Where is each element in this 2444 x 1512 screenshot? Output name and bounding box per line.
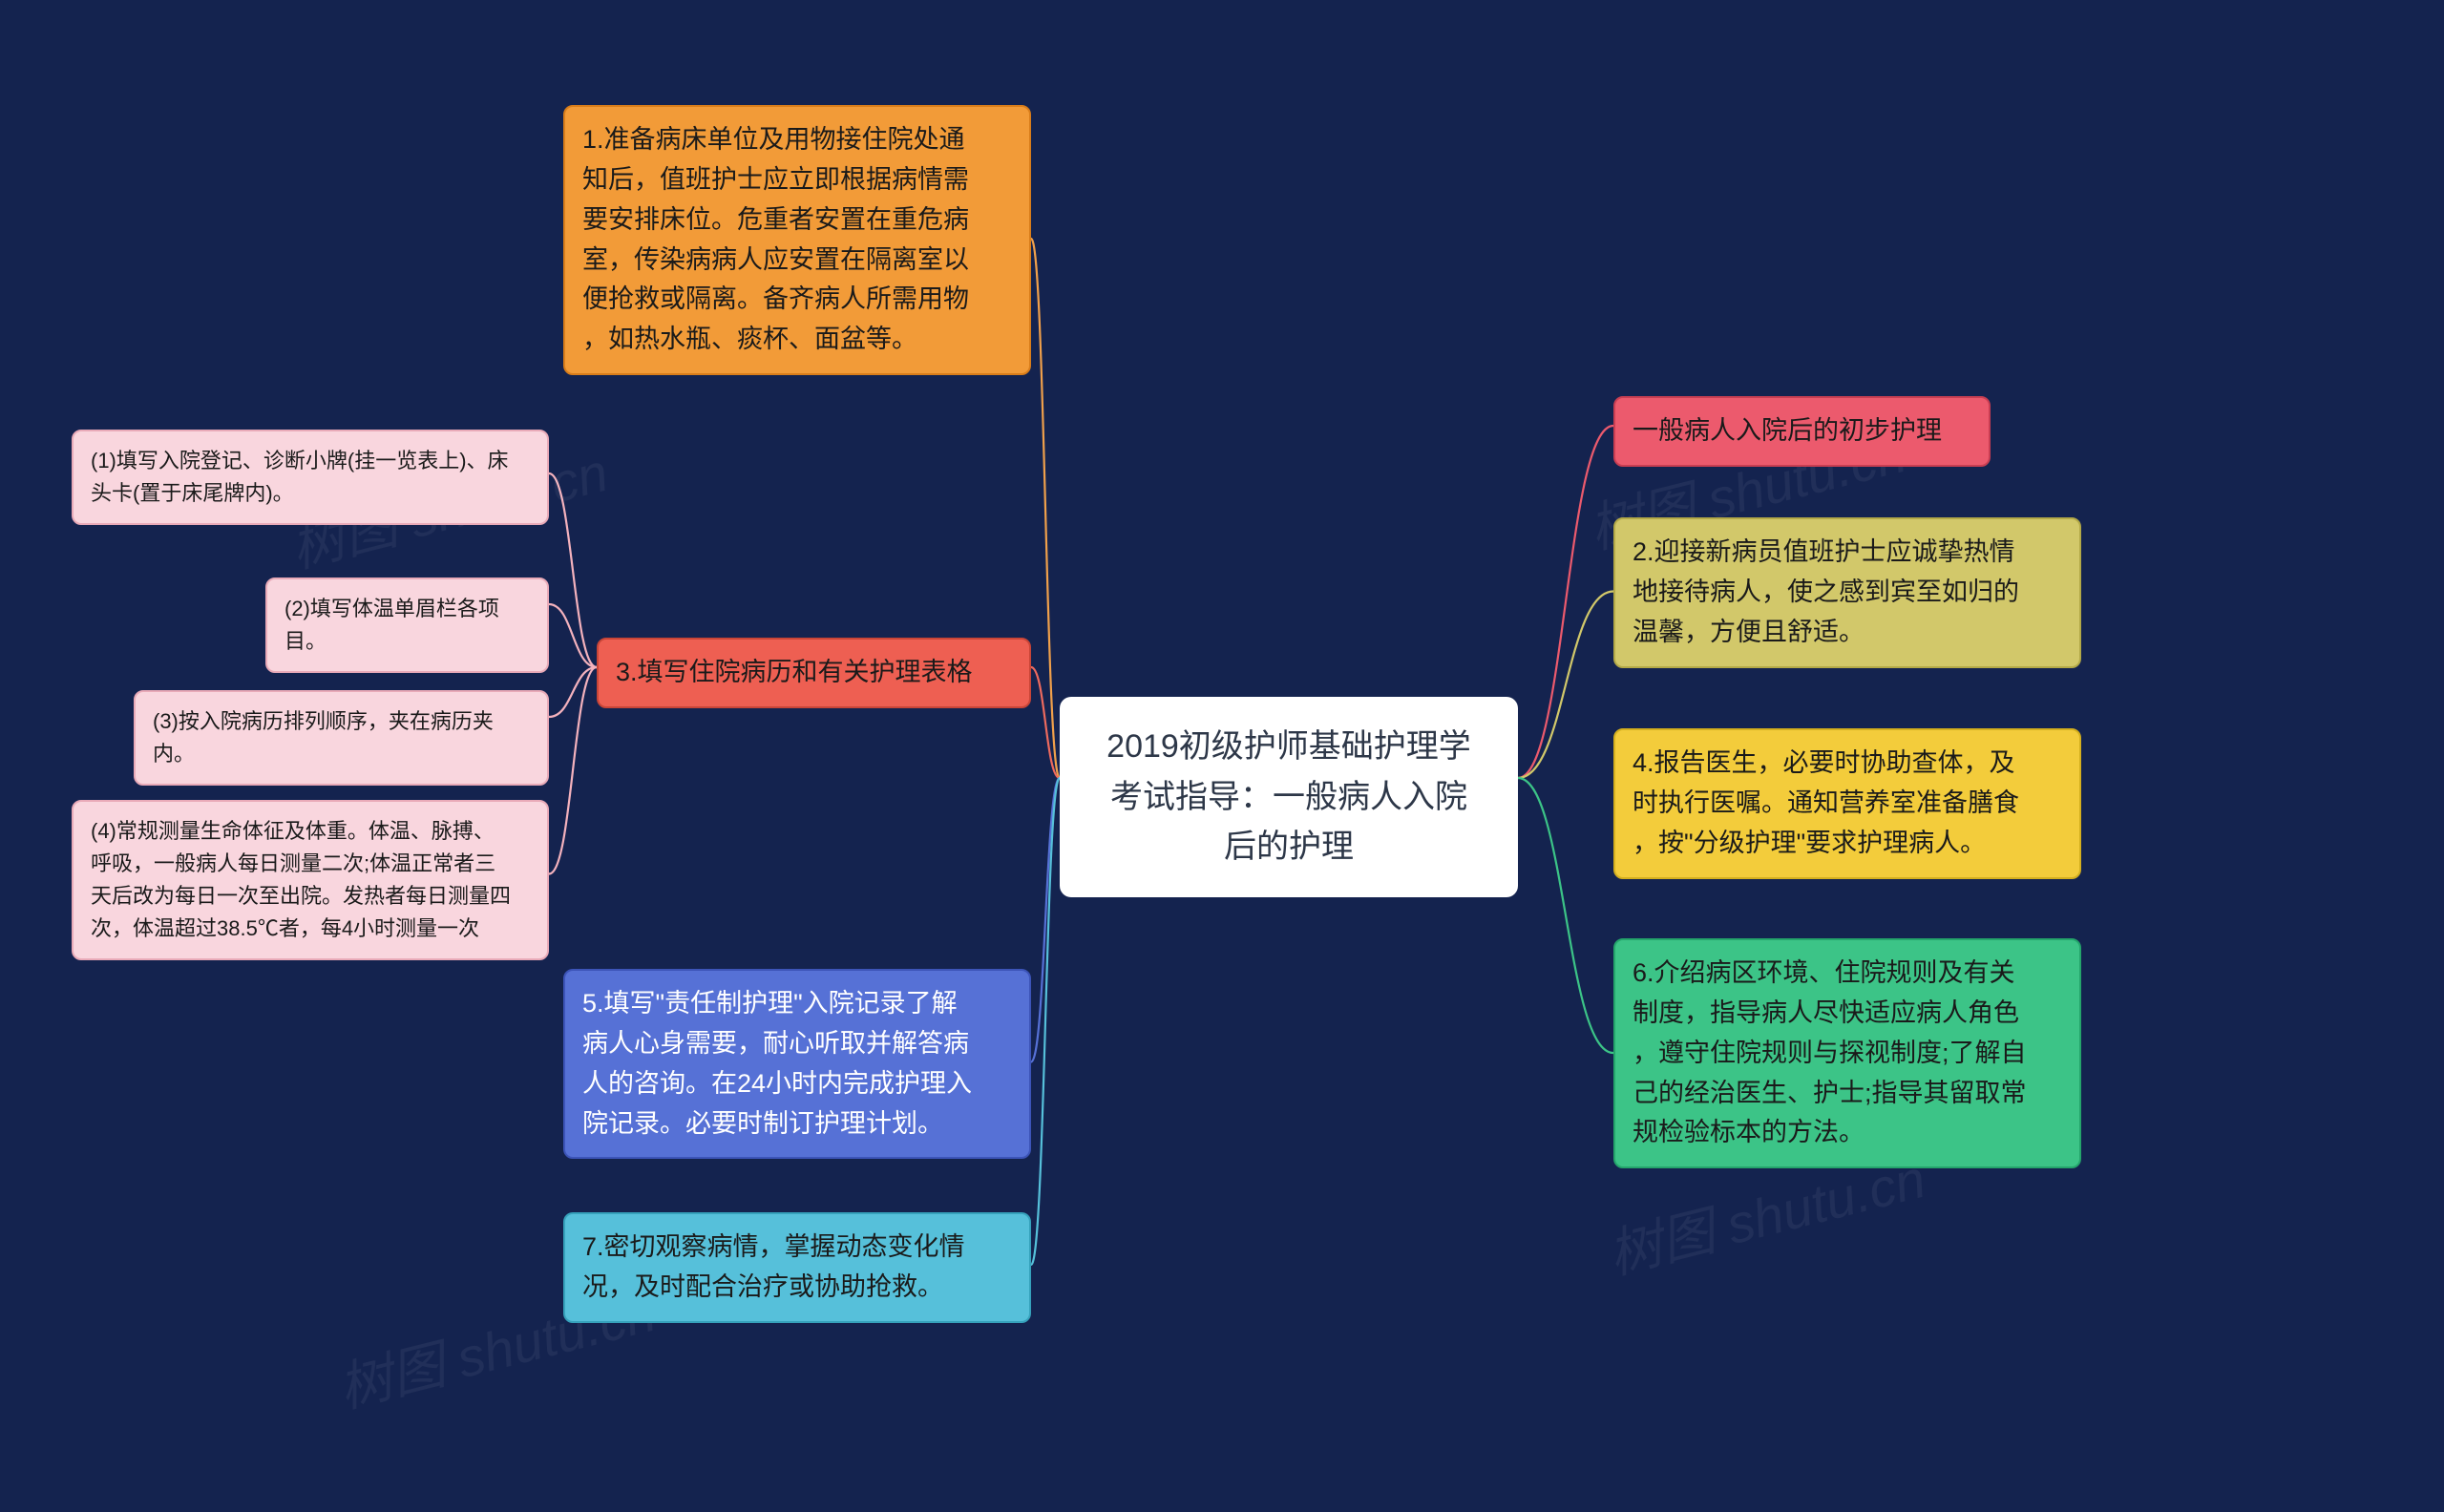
node-record-item-4[interactable]: (4)常规测量生命体征及体重。体温、脉搏、呼吸，一般病人每日测量二次;体温正常者… bbox=[72, 800, 549, 960]
node-prepare-bed[interactable]: 1.准备病床单位及用物接住院处通知后，值班护士应立即根据病情需要安排床位。危重者… bbox=[563, 105, 1031, 375]
node-observe-condition[interactable]: 7.密切观察病情，掌握动态变化情况，及时配合治疗或协助抢救。 bbox=[563, 1212, 1031, 1323]
center-topic[interactable]: 2019初级护师基础护理学考试指导：一般病人入院后的护理 bbox=[1060, 697, 1518, 897]
node-initial-nursing-header[interactable]: 一般病人入院后的初步护理 bbox=[1613, 396, 1991, 467]
node-responsibility-record[interactable]: 5.填写"责任制护理"入院记录了解病人心身需要，耐心听取并解答病人的咨询。在24… bbox=[563, 969, 1031, 1159]
node-record-item-1[interactable]: (1)填写入院登记、诊断小牌(挂一览表上)、床头卡(置于床尾牌内)。 bbox=[72, 430, 549, 525]
node-welcome-patient[interactable]: 2.迎接新病员值班护士应诚挚热情地接待病人，使之感到宾至如归的温馨，方便且舒适。 bbox=[1613, 517, 2081, 668]
node-record-item-2[interactable]: (2)填写体温单眉栏各项目。 bbox=[265, 578, 549, 673]
node-fill-records[interactable]: 3.填写住院病历和有关护理表格 bbox=[597, 638, 1031, 708]
node-report-doctor[interactable]: 4.报告医生，必要时协助查体，及时执行医嘱。通知营养室准备膳食，按"分级护理"要… bbox=[1613, 728, 2081, 879]
node-record-item-3[interactable]: (3)按入院病历排列顺序，夹在病历夹内。 bbox=[134, 690, 549, 786]
node-introduce-ward[interactable]: 6.介绍病区环境、住院规则及有关制度，指导病人尽快适应病人角色，遵守住院规则与探… bbox=[1613, 938, 2081, 1168]
